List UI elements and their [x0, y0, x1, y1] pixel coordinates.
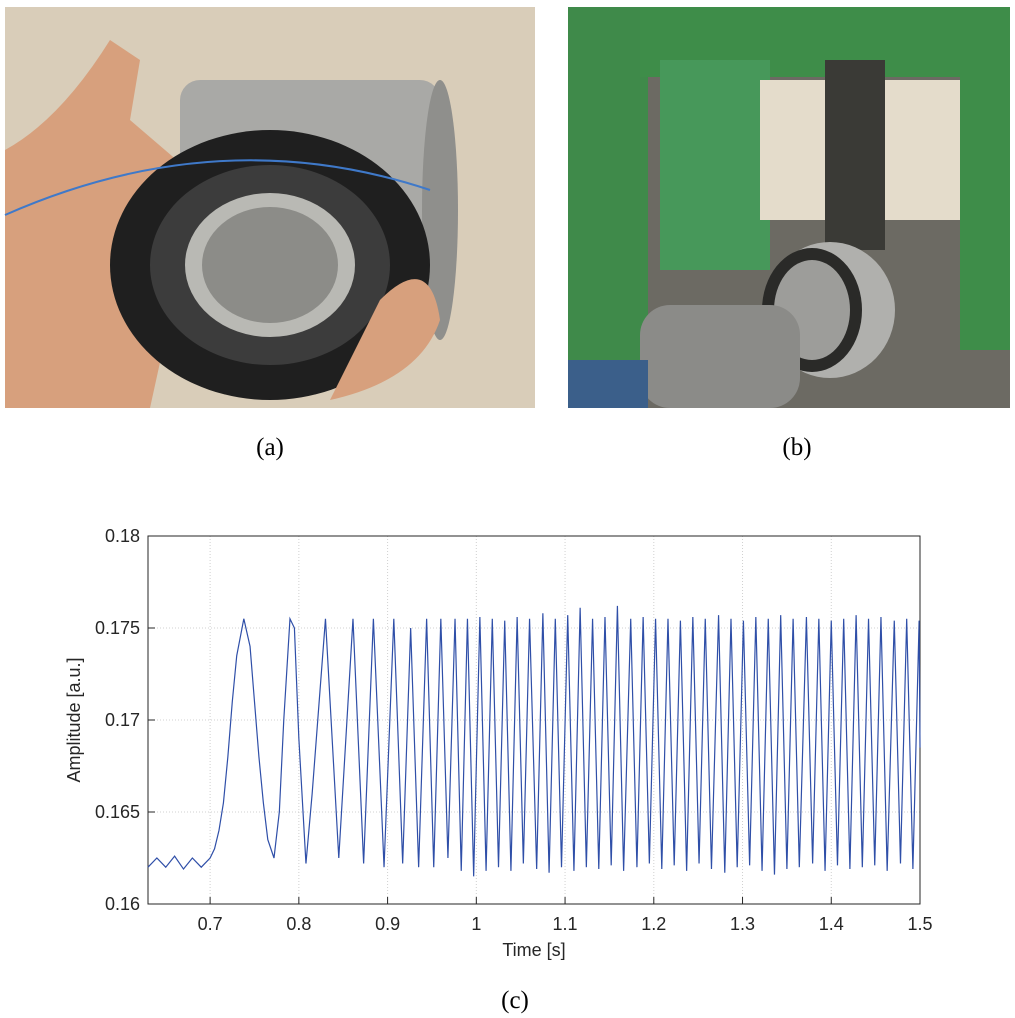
data-line	[147, 605, 921, 877]
x-tick-label: 0.7	[198, 914, 223, 934]
x-tick-label: 1.1	[553, 914, 578, 934]
x-tick-label: 1	[471, 914, 481, 934]
y-tick-label: 0.175	[95, 618, 140, 638]
y-tick-label: 0.165	[95, 802, 140, 822]
x-tick-label: 1.3	[730, 914, 755, 934]
photo-a	[4, 7, 535, 408]
x-axis-label: Time [s]	[502, 940, 565, 960]
plot-area	[148, 536, 920, 904]
y-axis-label: Amplitude [a.u.]	[64, 657, 84, 782]
x-tick-label: 1.4	[819, 914, 844, 934]
x-tick-label: 0.9	[375, 914, 400, 934]
caption: (a)	[256, 434, 284, 461]
y-tick-label: 0.18	[105, 526, 140, 546]
caption: (b)	[782, 434, 811, 461]
caption: (c)	[501, 987, 529, 1014]
x-tick-label: 1.5	[907, 914, 932, 934]
x-tick-label: 1.2	[641, 914, 666, 934]
chart: 0.7 0.8 0.9 1 1.1 1.2 1.3 1.4 1.5 0.16 0.165 0.17 0.…	[64, 526, 933, 960]
photo-b	[568, 7, 1010, 408]
y-tick-label: 0.17	[105, 710, 140, 730]
x-tick-label: 0.8	[286, 914, 311, 934]
y-tick-label: 0.16	[105, 894, 140, 914]
